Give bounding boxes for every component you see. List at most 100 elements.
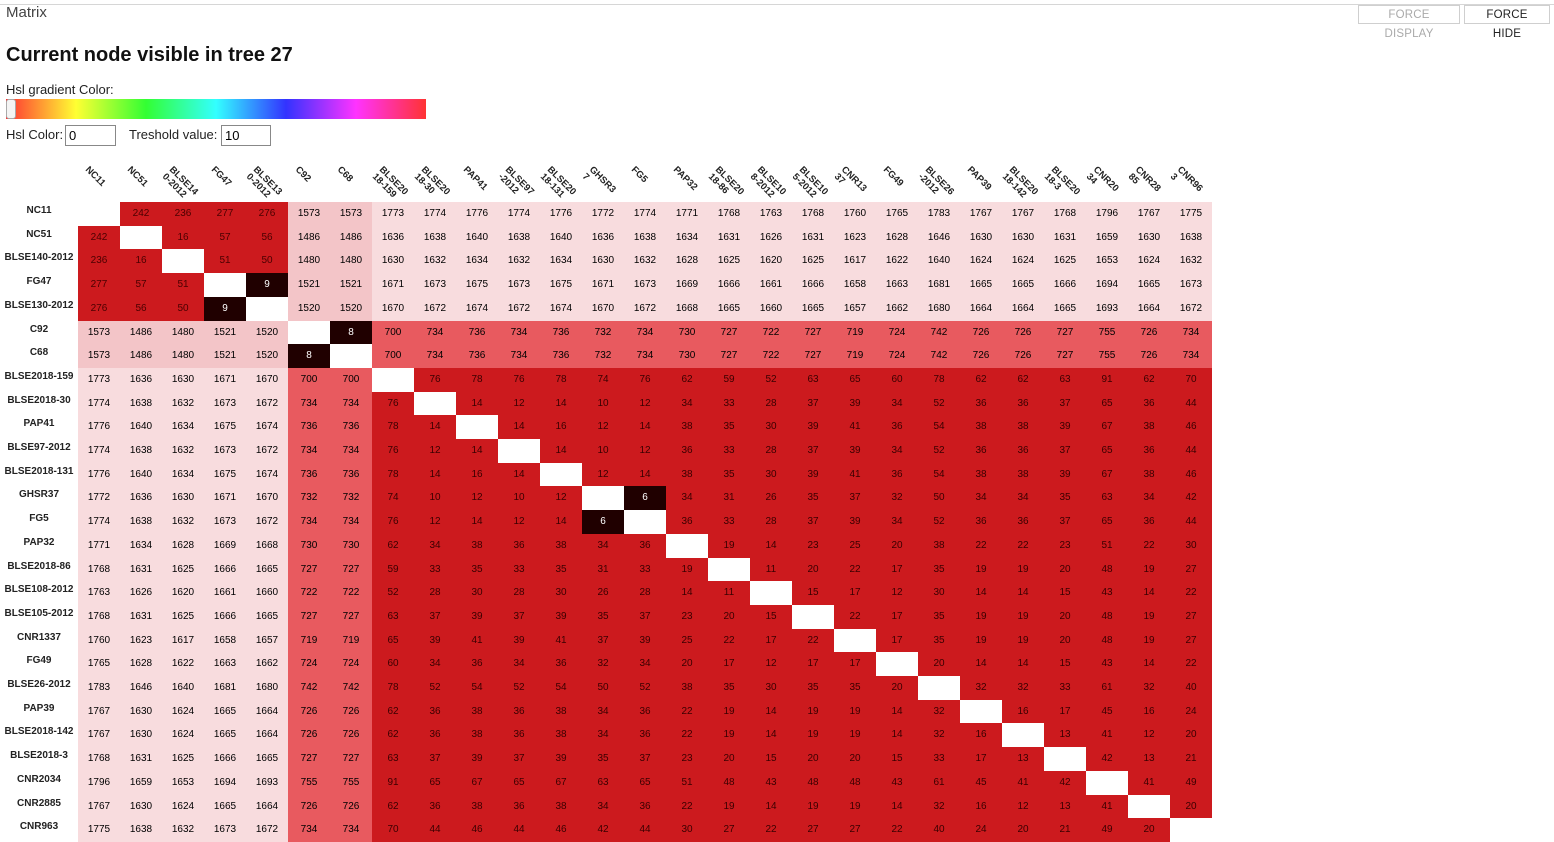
matrix-cell: 38 xyxy=(456,699,498,724)
matrix-cell: 36 xyxy=(456,652,498,677)
matrix-cell: 734 xyxy=(498,344,540,369)
matrix-cell xyxy=(834,628,876,653)
matrix-cell: 70 xyxy=(372,818,414,842)
matrix-cell: 1675 xyxy=(204,415,246,440)
matrix-cell: 21 xyxy=(1044,818,1086,842)
matrix-cell: 15 xyxy=(1044,652,1086,677)
matrix-cell: 1663 xyxy=(204,652,246,677)
force-display-button[interactable]: FORCE DISPLAY xyxy=(1358,5,1460,40)
matrix-cell: 1773 xyxy=(78,367,120,392)
matrix-cell xyxy=(876,652,918,677)
matrix-cell: 1658 xyxy=(204,628,246,653)
matrix-cell: 42 xyxy=(1044,770,1086,795)
matrix-cell: 36 xyxy=(960,510,1002,535)
matrix-cell: 727 xyxy=(330,604,372,629)
matrix-cell: 12 xyxy=(582,415,624,440)
matrix-cell: 39 xyxy=(540,604,582,629)
matrix-cell: 20 xyxy=(876,533,918,558)
matrix-cell: 41 xyxy=(834,462,876,487)
threshold-input[interactable] xyxy=(221,125,271,146)
matrix-cell: 14 xyxy=(414,415,456,440)
matrix-cell: 1631 xyxy=(120,604,162,629)
matrix-cell: 56 xyxy=(120,296,162,321)
matrix-cell: 1520 xyxy=(246,320,288,345)
matrix-cell: 35 xyxy=(918,604,960,629)
matrix-cell: 31 xyxy=(708,486,750,511)
matrix-cell: 45 xyxy=(1086,699,1128,724)
matrix-cell xyxy=(750,581,792,606)
matrix-cell: 15 xyxy=(876,747,918,772)
matrix-cell xyxy=(372,367,414,392)
matrix-cell: 732 xyxy=(582,320,624,345)
matrix-cell: 1774 xyxy=(414,202,456,226)
matrix-cell xyxy=(246,296,288,321)
matrix-cell: 1624 xyxy=(162,723,204,748)
matrix-cell: 27 xyxy=(1170,604,1212,629)
matrix-cell: 34 xyxy=(1128,486,1170,511)
matrix-cell: 38 xyxy=(540,533,582,558)
matrix-cell: 36 xyxy=(960,439,1002,463)
matrix-cell: 12 xyxy=(1128,723,1170,748)
matrix-cell: 10 xyxy=(414,486,456,511)
matrix-cell: 1638 xyxy=(498,225,540,250)
hsl-gradient-slider[interactable] xyxy=(6,99,426,119)
column-header: PAP41 xyxy=(460,164,490,193)
matrix-cell: 20 xyxy=(708,747,750,772)
matrix-cell: 67 xyxy=(456,770,498,795)
row-header: BLSE108-2012 xyxy=(4,584,74,596)
matrix-cell: 35 xyxy=(456,557,498,582)
matrix-cell: 1768 xyxy=(708,202,750,226)
matrix-cell: 24 xyxy=(960,818,1002,842)
matrix-cell: 726 xyxy=(330,699,372,724)
matrix-cell: 1664 xyxy=(1002,296,1044,321)
matrix-cell: 1662 xyxy=(876,296,918,321)
matrix-cell: 722 xyxy=(750,320,792,345)
matrix-cell: 1665 xyxy=(246,557,288,582)
matrix-cell: 78 xyxy=(540,367,582,392)
hsl-color-input[interactable] xyxy=(65,125,116,146)
matrix-cell: 30 xyxy=(750,676,792,700)
matrix-cell: 1632 xyxy=(162,391,204,416)
matrix-cell: 1665 xyxy=(708,296,750,321)
matrix-cell: 52 xyxy=(414,676,456,700)
matrix-cell: 1771 xyxy=(666,202,708,226)
matrix-cell: 51 xyxy=(204,249,246,274)
matrix-cell: 1670 xyxy=(372,296,414,321)
matrix-cell: 1666 xyxy=(1044,273,1086,298)
matrix-cell: 10 xyxy=(498,486,540,511)
matrix-cell: 14 xyxy=(498,415,540,440)
matrix-cell: 1632 xyxy=(162,439,204,463)
matrix-cell: 1763 xyxy=(78,581,120,606)
matrix-cell: 63 xyxy=(582,770,624,795)
matrix-cell: 36 xyxy=(876,462,918,487)
matrix-cell: 19 xyxy=(834,699,876,724)
row-header: BLSE2018-30 xyxy=(7,394,71,406)
matrix-cell: 1768 xyxy=(792,202,834,226)
slider-handle[interactable] xyxy=(6,99,16,119)
matrix-cell: 1657 xyxy=(834,296,876,321)
matrix-cell: 54 xyxy=(918,462,960,487)
matrix-cell: 54 xyxy=(918,415,960,440)
matrix-cell xyxy=(1128,794,1170,819)
matrix-cell: 1767 xyxy=(1002,202,1044,226)
matrix-cell: 22 xyxy=(750,818,792,842)
matrix-cell: 44 xyxy=(498,818,540,842)
matrix-cell: 277 xyxy=(204,202,246,226)
matrix-cell: 44 xyxy=(1170,510,1212,535)
matrix-cell: 25 xyxy=(834,533,876,558)
matrix-cell: 19 xyxy=(960,628,1002,653)
matrix-cell: 32 xyxy=(876,486,918,511)
matrix-cell: 38 xyxy=(456,533,498,558)
matrix-cell: 1625 xyxy=(162,747,204,772)
matrix-cell: 14 xyxy=(750,533,792,558)
force-hide-button[interactable]: FORCE HIDE xyxy=(1464,5,1550,40)
matrix-cell: 1521 xyxy=(288,273,330,298)
matrix-cell: 37 xyxy=(498,604,540,629)
matrix-cell: 730 xyxy=(330,533,372,558)
matrix-cell: 48 xyxy=(1086,628,1128,653)
matrix-cell: 724 xyxy=(288,652,330,677)
column-header: CNR20 34 xyxy=(1083,164,1121,195)
matrix-cell: 1625 xyxy=(1044,249,1086,274)
matrix-cell: 51 xyxy=(1086,533,1128,558)
matrix-cell: 34 xyxy=(624,652,666,677)
